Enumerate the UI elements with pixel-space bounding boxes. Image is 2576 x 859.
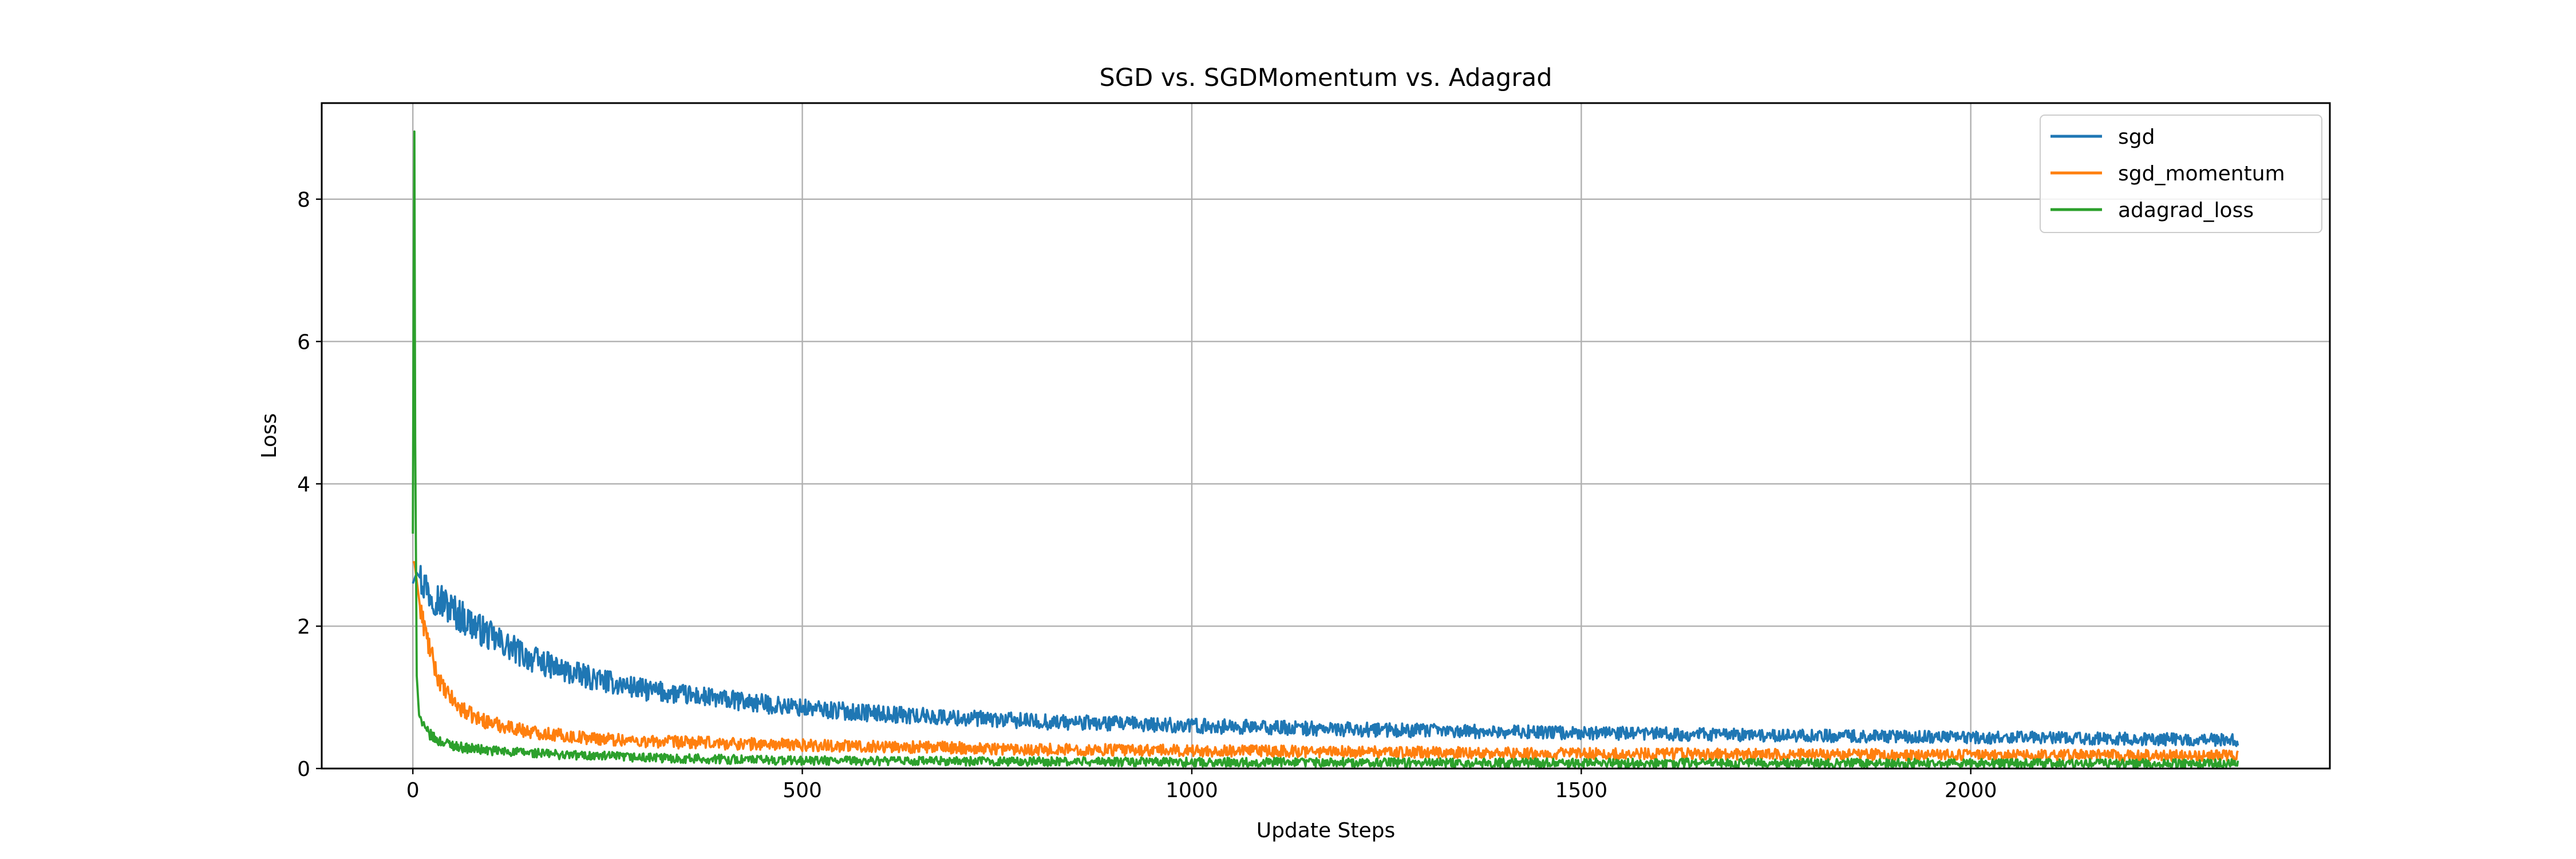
legend: sgd sgd_momentum adagrad_loss [2040,115,2322,233]
x-axis: 0 500 1000 1500 2000 [406,769,1997,802]
series-line-adagrad-loss [412,130,2239,769]
series-line-sgd-momentum [412,561,2239,762]
y-tick-label: 0 [297,758,310,781]
plot-frame [321,102,2331,770]
y-tick-label: 2 [297,615,310,639]
y-axis-label: Loss [258,413,281,459]
legend-box [2040,115,2322,233]
x-tick-label: 2000 [1945,779,1997,802]
x-axis-label: Update Steps [1257,819,1396,842]
legend-label-sgd-momentum: sgd_momentum [2118,162,2285,186]
x-tick-label: 0 [406,779,420,802]
legend-label-sgd: sgd [2118,125,2155,149]
y-tick-label: 6 [297,330,310,354]
x-tick-label: 1000 [1165,779,1218,802]
chart-title: SGD vs. SGDMomentum vs. Adagrad [1099,64,1552,92]
series-lines [412,130,2239,769]
series-line-sgd [412,565,2239,747]
legend-label-adagrad-loss: adagrad_loss [2118,199,2254,222]
y-axis: 0 2 4 6 8 [297,188,322,781]
y-tick-label: 8 [297,188,310,212]
y-tick-label: 4 [297,473,310,497]
x-tick-label: 1500 [1555,779,1608,802]
x-tick-label: 500 [783,779,822,802]
